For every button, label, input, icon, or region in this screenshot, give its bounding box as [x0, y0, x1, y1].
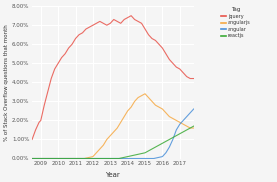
Legend: jquery, angularjs, angular, reactjs: jquery, angularjs, angular, reactjs	[219, 5, 253, 40]
X-axis label: Year: Year	[106, 172, 120, 178]
Y-axis label: % of Stack Overflow questions that month: % of Stack Overflow questions that month	[4, 24, 9, 141]
